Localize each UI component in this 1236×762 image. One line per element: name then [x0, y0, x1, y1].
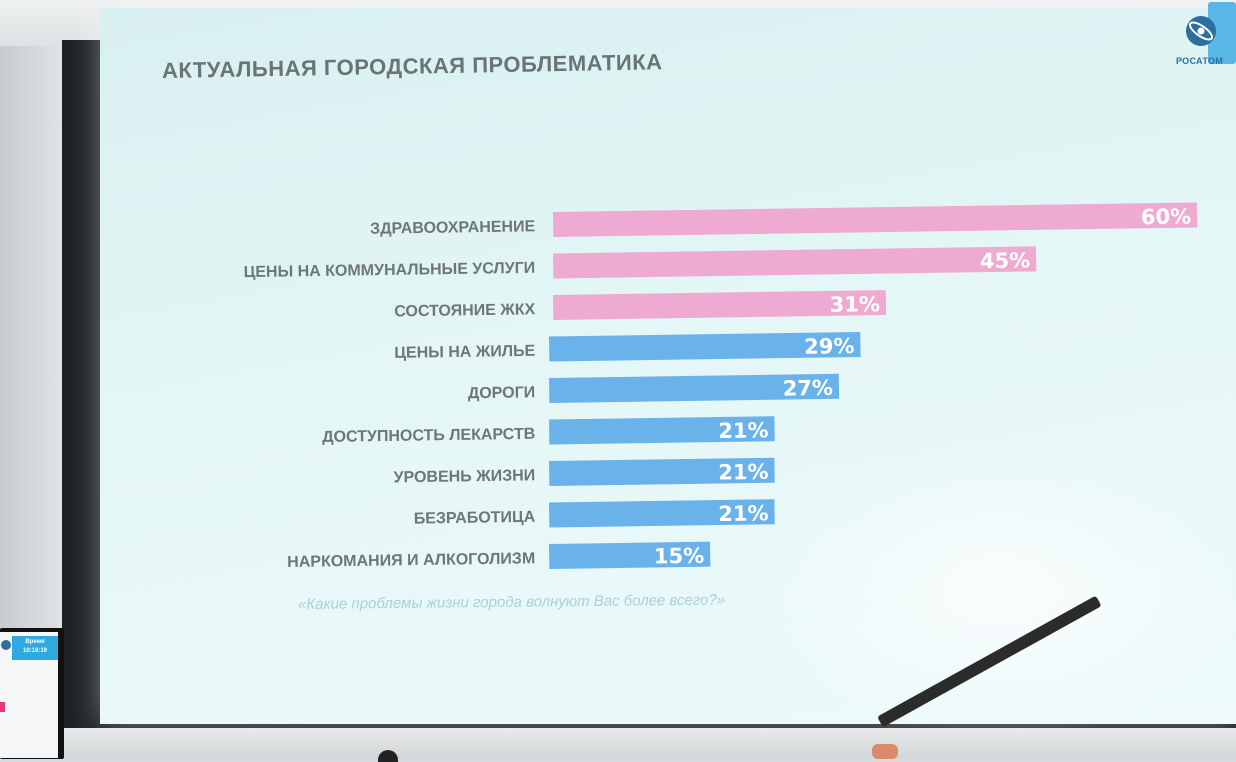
category-label: ЦЕНЫ НА ЖИЛЬЕ — [394, 343, 536, 362]
hand — [872, 744, 898, 759]
category-label: УРОВЕНЬ ЖИЗНИ — [393, 467, 535, 486]
light-glare — [740, 438, 1236, 738]
value-label: 15% — [654, 544, 705, 569]
value-label: 21% — [718, 501, 769, 526]
value-label: 45% — [980, 248, 1031, 273]
bar — [549, 331, 861, 362]
bar-group: ЦЕНЫ НА ЖИЛЬЕ 29% — [394, 331, 861, 362]
rosatom-logo: РОСАТОМ — [1170, 10, 1236, 72]
monitor-time: 10:19:19 — [22, 648, 48, 654]
value-label: 27% — [783, 376, 834, 401]
bar — [549, 541, 711, 570]
monitor-header: Время 10:19:19 — [12, 636, 58, 660]
bar — [549, 416, 775, 445]
value-label: 21% — [718, 418, 769, 443]
bar-group: ЗДРАВООХРАНЕНИЕ 60% — [370, 202, 1198, 238]
bar — [552, 202, 1198, 237]
bar — [549, 457, 775, 487]
category-label: БЕЗРАБОТИЦА — [414, 509, 536, 528]
monitor-screen: Время 10:19:19 — [0, 632, 58, 758]
bar-group: УРОВЕНЬ ЖИЗНИ 21% — [393, 457, 775, 487]
value-label: 31% — [829, 292, 880, 317]
value-label: 29% — [804, 334, 855, 359]
monitor-label: Время — [25, 639, 45, 645]
atom-icon — [1186, 16, 1216, 46]
projection-screen — [100, 8, 1236, 738]
bar — [549, 373, 840, 404]
bar-group: БЕЗРАБОТИЦА 21% — [414, 499, 775, 528]
bar — [552, 290, 887, 320]
bar-group: НАРКОМАНИЯ И АЛКОГОЛИЗМ 15% — [287, 541, 711, 571]
floor-strip — [62, 728, 1236, 759]
value-label: 60% — [1141, 205, 1192, 230]
bar — [553, 246, 1037, 279]
monitor-logo-icon — [1, 640, 11, 650]
side-monitor: Время 10:19:19 — [0, 628, 64, 759]
bar-group: СОСТОЯНИЕ ЖКХ 31% — [394, 290, 887, 320]
monitor-accent — [0, 702, 5, 712]
bar-group: ЦЕНЫ НА КОММУНАЛЬНЫЕ УСЛУГИ 45% — [243, 246, 1037, 281]
bar-group: ДОСТУПНОСТЬ ЛЕКАРСТВ 21% — [322, 416, 775, 446]
category-label: ДОСТУПНОСТЬ ЛЕКАРСТВ — [322, 426, 535, 446]
bar — [549, 499, 775, 528]
category-label: ДОРОГИ — [468, 384, 536, 402]
logo-text: РОСАТОМ — [1176, 56, 1224, 66]
value-label: 21% — [718, 460, 769, 485]
category-label: ЦЕНЫ НА КОММУНАЛЬНЫЕ УСЛУГИ — [243, 260, 535, 281]
category-label: ЗДРАВООХРАНЕНИЕ — [370, 218, 536, 237]
category-label: СОСТОЯНИЕ ЖКХ — [394, 301, 536, 320]
category-label: НАРКОМАНИЯ И АЛКОГОЛИЗМ — [287, 550, 535, 571]
bar-group: ДОРОГИ 27% — [468, 373, 840, 404]
